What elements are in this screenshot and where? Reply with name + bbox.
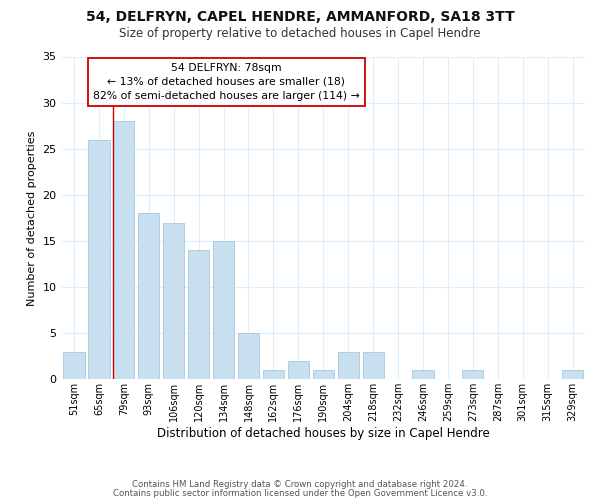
Bar (313, 370, 334, 380)
Bar (64, 352, 85, 380)
Bar (263, 370, 284, 380)
Bar (138, 214, 160, 380)
Bar (412, 370, 434, 380)
Text: Size of property relative to detached houses in Capel Hendre: Size of property relative to detached ho… (119, 28, 481, 40)
Text: Contains public sector information licensed under the Open Government Licence v3: Contains public sector information licen… (113, 488, 487, 498)
Text: 54 DELFRYN: 78sqm
← 13% of detached houses are smaller (18)
82% of semi-detached: 54 DELFRYN: 78sqm ← 13% of detached hous… (93, 63, 360, 101)
Bar (188, 250, 209, 380)
Bar (338, 352, 359, 380)
Text: 54, DELFRYN, CAPEL HENDRE, AMMANFORD, SA18 3TT: 54, DELFRYN, CAPEL HENDRE, AMMANFORD, SA… (86, 10, 514, 24)
Bar (88, 140, 110, 380)
Bar (213, 241, 234, 380)
Text: Contains HM Land Registry data © Crown copyright and database right 2024.: Contains HM Land Registry data © Crown c… (132, 480, 468, 489)
Bar (362, 352, 384, 380)
Bar (113, 121, 134, 380)
Bar (163, 222, 184, 380)
X-axis label: Distribution of detached houses by size in Capel Hendre: Distribution of detached houses by size … (157, 427, 490, 440)
Y-axis label: Number of detached properties: Number of detached properties (27, 130, 37, 306)
Bar (562, 370, 583, 380)
Bar (238, 333, 259, 380)
Bar (288, 361, 309, 380)
Bar (462, 370, 484, 380)
